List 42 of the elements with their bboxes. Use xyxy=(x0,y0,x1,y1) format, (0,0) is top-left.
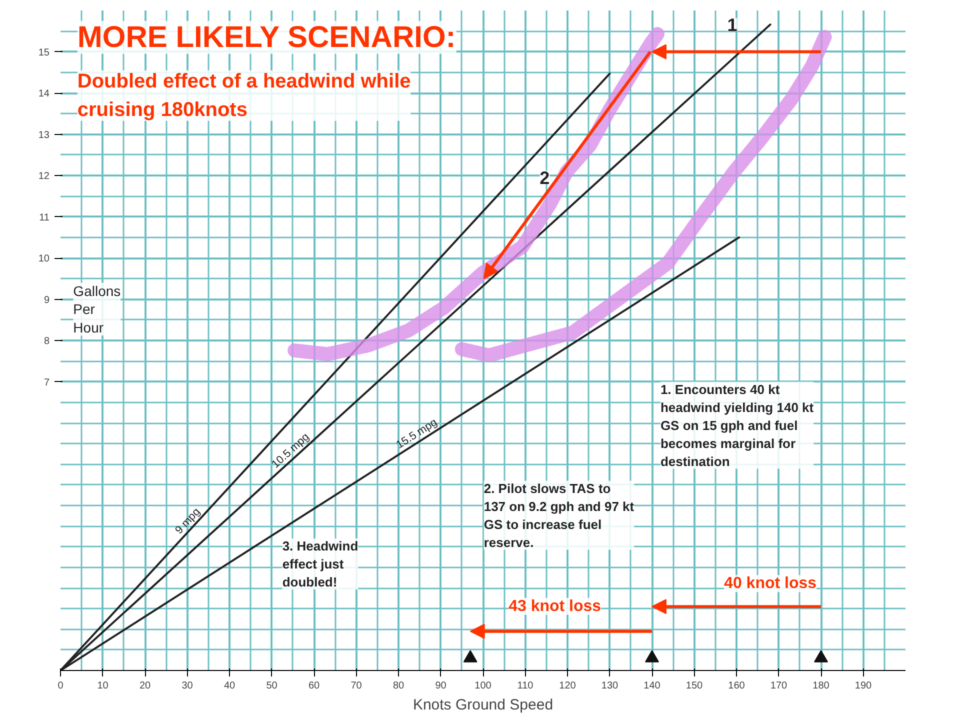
y-tick-label: 14 xyxy=(38,88,50,100)
x-tick-label: 170 xyxy=(770,680,788,692)
x-tick-label: 90 xyxy=(435,680,447,692)
x-tick-label: 20 xyxy=(139,680,151,692)
y-tick-label: 11 xyxy=(39,212,50,224)
y-tick-label: 12 xyxy=(38,171,50,182)
annotation: 43 knot loss xyxy=(508,598,602,615)
y-tick-label: 7 xyxy=(44,377,50,388)
text: Doubled effect of a headwind while cruising 180knots xyxy=(77,70,411,121)
x-tick-label: 60 xyxy=(308,680,320,692)
annotation: 40 knot loss xyxy=(724,575,817,592)
x-tick-label: 10 xyxy=(97,680,109,692)
x-axis-title: Knots Ground Speed xyxy=(412,696,554,714)
y-tick-label: 13 xyxy=(38,130,50,141)
x-tick-label: 160 xyxy=(728,680,746,692)
x-tick-label: 150 xyxy=(686,680,704,692)
x-tick-label: 30 xyxy=(182,680,194,692)
x-tick-label: 140 xyxy=(644,680,661,692)
x-tick-label: 50 xyxy=(266,680,278,692)
annotation: 1. Encounters 40 kt headwind yielding 140 kt GS on 15 gph and fuel becomes marginal for destination xyxy=(660,382,814,469)
annotation: 1 xyxy=(727,15,738,36)
text: 9 mpg xyxy=(173,506,203,536)
annotation: 2 xyxy=(540,168,550,188)
x-tick-label: 40 xyxy=(224,680,236,692)
x-tick-label: 190 xyxy=(854,680,872,692)
text: 15.5 mpg xyxy=(394,416,440,452)
x-tick-label: 180 xyxy=(812,680,830,692)
x-tick-label: 100 xyxy=(474,680,492,692)
x-tick-label: 110 xyxy=(517,680,534,692)
x-tick-label: 70 xyxy=(350,680,362,692)
y-tick-label: 10 xyxy=(38,254,50,264)
x-tick-label: 80 xyxy=(392,680,404,692)
x-tick-label: 130 xyxy=(601,680,619,692)
y-axis-title: Gallons Per Hour xyxy=(73,282,121,336)
chart-title: MORE LIKELY SCENARIO: xyxy=(77,20,456,54)
annotation: 3. Headwind effect just doubled! xyxy=(282,538,358,590)
x-tick-label: 0 xyxy=(58,680,64,692)
y-tick-label: 8 xyxy=(44,336,50,347)
annotation: 2. Pilot slows TAS to 137 on 9.2 gph and 97 kt GS to increase fuel reserve. xyxy=(484,480,635,550)
x-tick-label: 120 xyxy=(559,680,576,692)
y-tick-label: 9 xyxy=(44,294,50,306)
y-tick-label: 15 xyxy=(38,47,50,58)
